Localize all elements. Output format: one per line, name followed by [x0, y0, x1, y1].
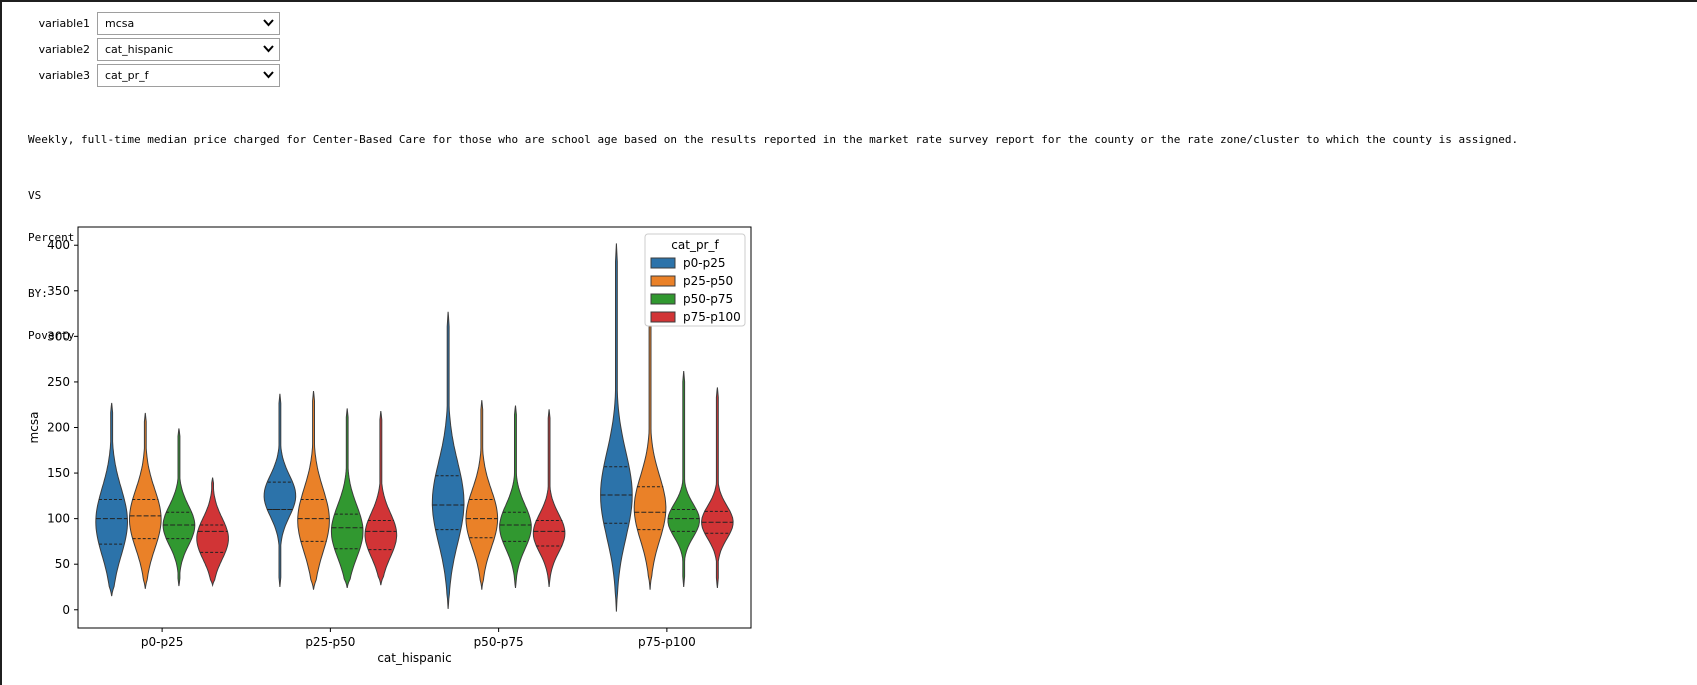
- y-tick-label: 0: [62, 603, 70, 617]
- violin-p75-p100-p50-p75: [532, 409, 566, 588]
- y-tick-label: 50: [55, 557, 70, 571]
- y-axis-label: mcsa: [27, 412, 41, 444]
- variable2-label: variable2: [38, 43, 90, 56]
- y-tick-label: 400: [47, 238, 70, 252]
- violin-p50-p75-p25-p50: [330, 408, 364, 588]
- variable2-dropdown[interactable]: cat_hispanic: [97, 38, 280, 61]
- variable2-selected-value: cat_hispanic: [105, 43, 174, 56]
- y-tick-label: 200: [47, 421, 70, 435]
- vs-label: VS: [28, 189, 42, 202]
- variable3-label: variable3: [38, 69, 90, 82]
- violin-chart: 0 50 100 150 200 250 300 350 400 p0-p25 p25-p50 p50…: [27, 226, 752, 665]
- violin-p50-p75-p50-p75: [499, 405, 532, 588]
- legend-swatch: [650, 257, 676, 269]
- x-tick-label: p50-p75: [474, 635, 524, 649]
- y-tick-label: 100: [47, 512, 70, 526]
- x-axis-label: cat_hispanic: [377, 651, 451, 665]
- variable1-dropdown[interactable]: mcsa: [97, 12, 280, 35]
- violin-p0-p25-p25-p50: [263, 393, 297, 588]
- legend-swatch: [650, 311, 676, 323]
- variable3-dropdown[interactable]: cat_pr_f: [97, 64, 280, 87]
- variable1-control: variable1 mcsa: [2, 12, 280, 36]
- legend-entry-label: p50-p75: [683, 292, 733, 306]
- by-label: BY:: [28, 287, 48, 300]
- violin-p50-p75-p0-p25: [162, 428, 196, 587]
- variable1-selected-value: mcsa: [105, 17, 135, 30]
- chevron-down-icon: [263, 71, 274, 79]
- violin-p75-p100-p75-p100: [701, 387, 734, 588]
- legend-swatch: [650, 293, 676, 305]
- y-tick-label: 350: [47, 284, 70, 298]
- violin-p25-p50-p50-p75: [465, 400, 499, 590]
- y-tick-label: 150: [47, 466, 70, 480]
- legend-entry-label: p75-p100: [683, 310, 741, 324]
- violin-p0-p25-p50-p75: [431, 311, 465, 609]
- x-tick-label: p25-p50: [305, 635, 355, 649]
- plot-area: [77, 226, 752, 629]
- legend-entry-label: p0-p25: [683, 256, 725, 270]
- violin-p50-p75-p75-p100: [667, 370, 700, 588]
- violin-p0-p25-p75-p100: [600, 243, 633, 612]
- y-tick-label: 250: [47, 375, 70, 389]
- legend-entry-label: p25-p50: [683, 274, 733, 288]
- legend-swatch: [650, 275, 676, 287]
- chevron-down-icon: [263, 19, 274, 27]
- variable2-control: variable2 cat_hispanic: [2, 38, 280, 62]
- x-tick-label: p75-p100: [638, 635, 696, 649]
- variable1-label: variable1: [38, 17, 90, 30]
- variable3-control: variable3 cat_pr_f: [2, 64, 280, 88]
- x-tick-label: p0-p25: [141, 635, 183, 649]
- variable1-description: Weekly, full-time median price charged f…: [28, 133, 1519, 146]
- y-tick-label: 300: [47, 329, 70, 343]
- violin-p25-p50-p25-p50: [297, 390, 330, 590]
- chevron-down-icon: [263, 45, 274, 53]
- variable3-selected-value: cat_pr_f: [105, 69, 149, 82]
- violin-p75-p100-p25-p50: [364, 411, 398, 586]
- legend-title: cat_pr_f: [671, 238, 719, 252]
- violin-p25-p50-p0-p25: [129, 412, 162, 589]
